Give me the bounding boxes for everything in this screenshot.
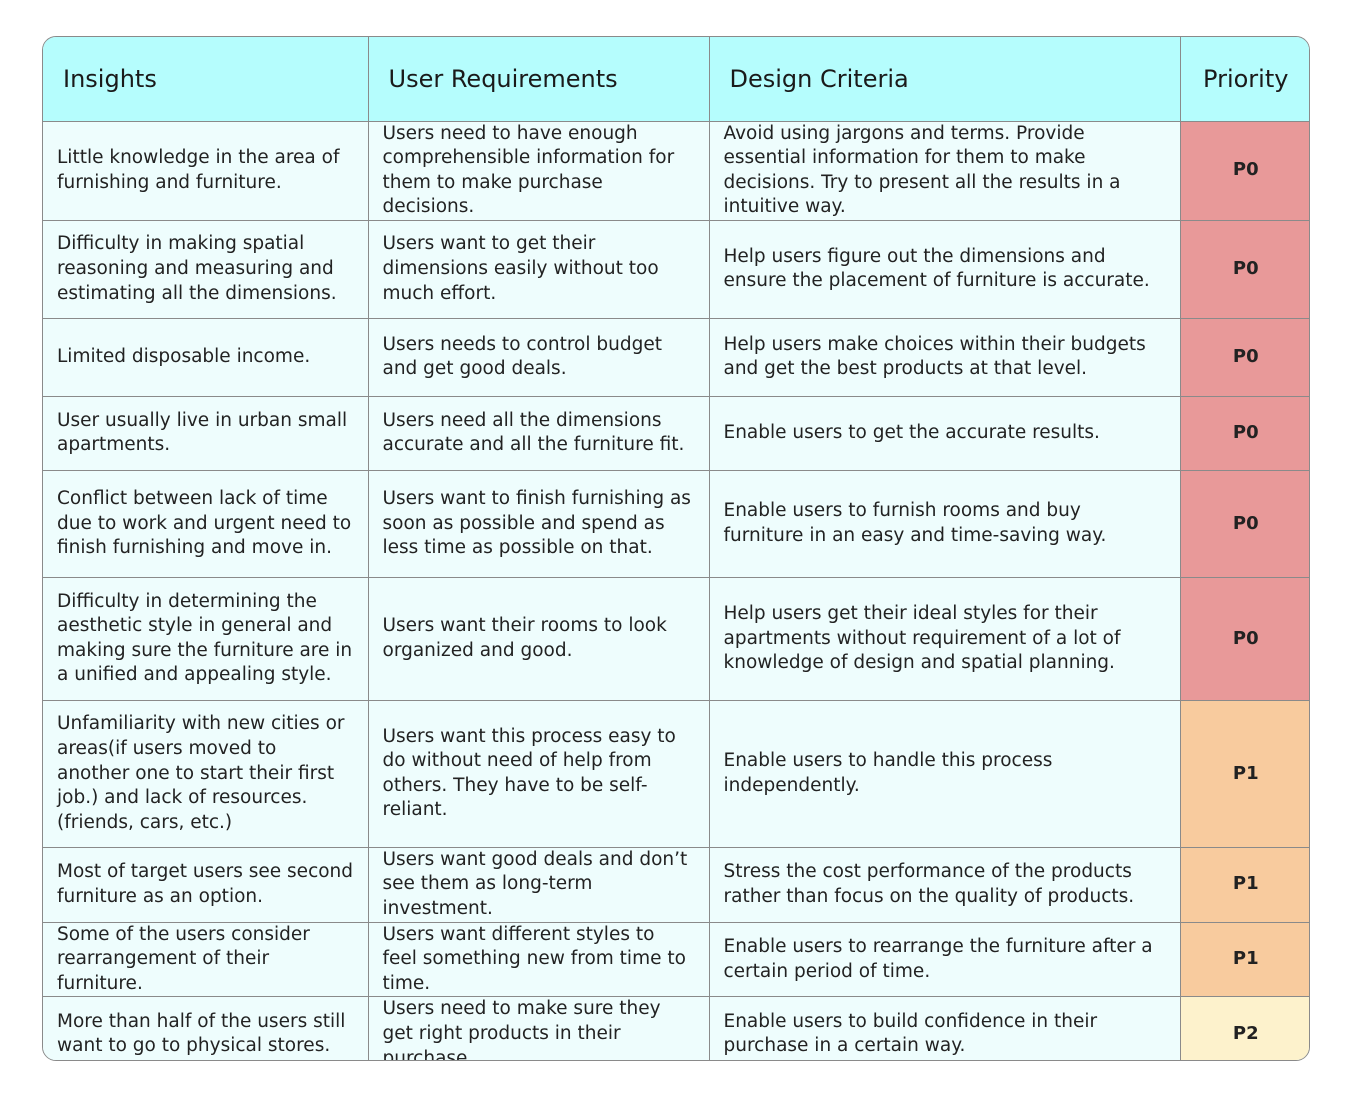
- criteria-cell: Enable users to handle this process inde…: [709, 700, 1181, 848]
- insight-cell: Limited disposable income.: [43, 318, 369, 397]
- criteria-cell: Enable users to build confidence in thei…: [709, 996, 1181, 1060]
- criteria-cell: Avoid using jargons and terms. Provide e…: [709, 121, 1181, 221]
- requirement-cell: Users want their rooms to look organized…: [368, 577, 710, 701]
- requirement-cell: Users want to finish furnishing as soon …: [368, 470, 710, 578]
- table-row: User usually live in urban small apartme…: [43, 396, 1309, 471]
- requirement-cell: Users need all the dimensions accurate a…: [368, 396, 710, 471]
- header-user-requirements: User Requirements: [368, 37, 710, 122]
- priority-badge: P2: [1180, 996, 1309, 1060]
- criteria-cell: Help users figure out the dimensions and…: [709, 220, 1181, 319]
- requirement-cell: Users want different styles to feel some…: [368, 922, 710, 998]
- priority-badge: P0: [1180, 121, 1309, 221]
- insight-cell: Conflict between lack of time due to wor…: [43, 470, 369, 578]
- requirements-table: Insights User Requirements Design Criter…: [43, 37, 1309, 1060]
- table-row: More than half of the users still want t…: [43, 996, 1309, 1060]
- table-row: Most of target users see second furnitur…: [43, 847, 1309, 923]
- insight-cell: Difficulty in making spatial reasoning a…: [43, 220, 369, 319]
- criteria-cell: Help users get their ideal styles for th…: [709, 577, 1181, 701]
- priority-badge: P0: [1180, 396, 1309, 471]
- table-row: Little knowledge in the area of furnishi…: [43, 121, 1309, 221]
- priority-badge: P1: [1180, 700, 1309, 848]
- requirement-cell: Users need to have enough comprehensible…: [368, 121, 710, 221]
- requirement-cell: Users want this process easy to do witho…: [368, 700, 710, 848]
- insight-cell: More than half of the users still want t…: [43, 996, 369, 1060]
- priority-badge: P0: [1180, 577, 1309, 701]
- table-row: Conflict between lack of time due to wor…: [43, 470, 1309, 578]
- insight-cell: Unfamiliarity with new cities or areas(i…: [43, 700, 369, 848]
- priority-badge: P0: [1180, 318, 1309, 397]
- criteria-cell: Enable users to furnish rooms and buy fu…: [709, 470, 1181, 578]
- table-row: Difficulty in making spatial reasoning a…: [43, 220, 1309, 319]
- priority-badge: P0: [1180, 220, 1309, 319]
- priority-badge: P1: [1180, 922, 1309, 998]
- requirement-cell: Users want to get their dimensions easil…: [368, 220, 710, 319]
- insight-cell: Most of target users see second furnitur…: [43, 847, 369, 923]
- criteria-cell: Help users make choices within their bud…: [709, 318, 1181, 397]
- criteria-cell: Stress the cost performance of the produ…: [709, 847, 1181, 923]
- table-row: Some of the users consider rearrangement…: [43, 922, 1309, 998]
- criteria-cell: Enable users to rearrange the furniture …: [709, 922, 1181, 998]
- header-priority: Priority: [1180, 37, 1309, 122]
- table-row: Unfamiliarity with new cities or areas(i…: [43, 700, 1309, 848]
- requirement-cell: Users needs to control budget and get go…: [368, 318, 710, 397]
- insight-cell: Little knowledge in the area of furnishi…: [43, 121, 369, 221]
- priority-badge: P0: [1180, 470, 1309, 578]
- requirement-cell: Users want good deals and don’t see them…: [368, 847, 710, 923]
- criteria-cell: Enable users to get the accurate results…: [709, 396, 1181, 471]
- insight-cell: Some of the users consider rearrangement…: [43, 922, 369, 998]
- requirement-cell: Users need to make sure they get right p…: [368, 996, 710, 1060]
- insight-cell: Difficulty in determining the aesthetic …: [43, 577, 369, 701]
- table-header-row: Insights User Requirements Design Criter…: [43, 37, 1309, 122]
- table-row: Difficulty in determining the aesthetic …: [43, 577, 1309, 701]
- header-design-criteria: Design Criteria: [709, 37, 1181, 122]
- header-insights: Insights: [43, 37, 369, 122]
- insights-table: Insights User Requirements Design Criter…: [42, 36, 1310, 1061]
- table-row: Limited disposable income. Users needs t…: [43, 318, 1309, 397]
- priority-badge: P1: [1180, 847, 1309, 923]
- insight-cell: User usually live in urban small apartme…: [43, 396, 369, 471]
